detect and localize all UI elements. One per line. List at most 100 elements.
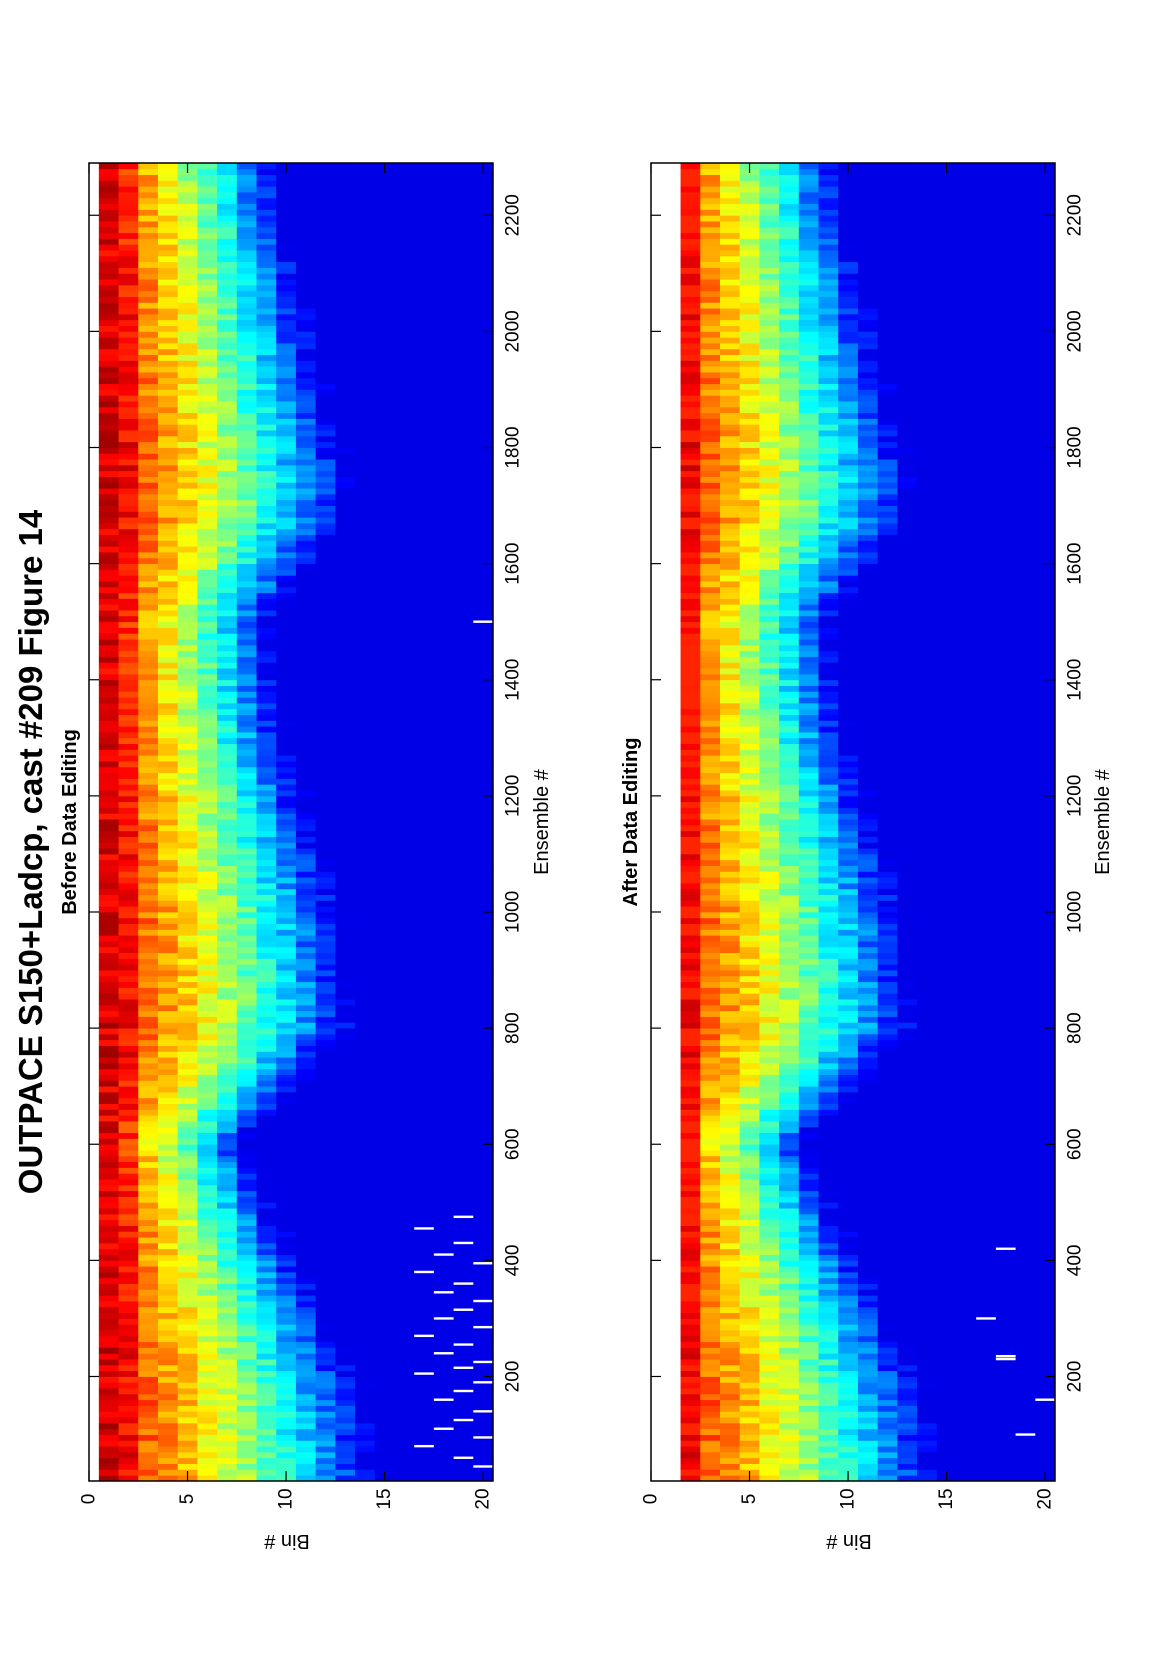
heatmap-cell (473, 958, 493, 965)
heatmap-cell (177, 586, 198, 594)
heatmap-cell (98, 540, 119, 547)
heatmap-cell (315, 755, 336, 762)
heatmap-cell (315, 1469, 336, 1476)
heatmap-cell (98, 650, 119, 657)
heatmap-cell (217, 563, 238, 570)
heatmap-cell (453, 656, 474, 663)
heatmap-cell (433, 1022, 454, 1029)
heatmap-cell (453, 1144, 474, 1151)
heatmap-cell (335, 1335, 356, 1343)
heatmap-cell (976, 1457, 997, 1464)
heatmap-cell (374, 401, 395, 408)
missing-data-mark (473, 1325, 493, 1329)
heatmap-cell (295, 203, 317, 210)
heatmap-cell (453, 1179, 474, 1186)
heatmap-cell (236, 732, 257, 739)
heatmap-cell (138, 1225, 159, 1232)
heatmap-cell (335, 917, 356, 925)
heatmap-cell (453, 401, 474, 408)
heatmap-cell (453, 743, 474, 750)
heatmap-cell (276, 981, 297, 988)
heatmap-cell (779, 1469, 800, 1476)
heatmap-cell (118, 714, 139, 721)
heatmap-cell (917, 1388, 938, 1395)
heatmap-cell (414, 1242, 435, 1250)
heatmap-cell (138, 1045, 159, 1052)
heatmap-cell (473, 801, 493, 808)
heatmap-cell (118, 801, 139, 808)
heatmap-cell (394, 557, 415, 565)
heatmap-cell (680, 1446, 701, 1453)
heatmap-cell (138, 1132, 159, 1139)
heatmap-cell (197, 459, 218, 466)
heatmap-cell (473, 424, 493, 431)
heatmap-cell (335, 470, 356, 477)
heatmap-cell (335, 435, 356, 443)
heatmap-cell (295, 1190, 317, 1197)
heatmap-cell (374, 395, 395, 402)
heatmap-cell (453, 348, 474, 356)
heatmap-cell (453, 1004, 474, 1012)
heatmap-cell (355, 1144, 376, 1151)
heatmap-cell (236, 1237, 257, 1244)
heatmap-cell (315, 1184, 336, 1192)
heatmap-cell (217, 1353, 238, 1360)
heatmap-cell (433, 221, 454, 228)
heatmap-cell (197, 1440, 218, 1447)
heatmap-cell (453, 1411, 474, 1418)
heatmap-cell (798, 1475, 819, 1481)
heatmap-cell (236, 1242, 257, 1250)
heatmap-cell (355, 296, 376, 303)
heatmap-cell (295, 761, 317, 768)
heatmap-cell (414, 615, 435, 623)
heatmap-cell (453, 1382, 474, 1389)
heatmap-cell (197, 1312, 218, 1319)
heatmap-cell (394, 342, 415, 350)
heatmap-cell (236, 464, 257, 472)
heatmap-cell (394, 1184, 415, 1192)
heatmap-cell (256, 917, 277, 925)
heatmap-cell (433, 163, 454, 170)
heatmap-cell (719, 1399, 741, 1406)
heatmap-cell (414, 418, 435, 425)
heatmap-cell (355, 679, 376, 686)
heatmap-cell (98, 1405, 119, 1412)
heatmap-cell (197, 842, 218, 849)
heatmap-cell (295, 1022, 317, 1029)
heatmap-cell (433, 970, 454, 977)
heatmap-cell (256, 679, 277, 686)
heatmap-cell (256, 441, 277, 448)
heatmap-cell (315, 784, 336, 791)
heatmap-cell (335, 511, 356, 518)
heatmap-cell (118, 197, 139, 205)
heatmap-cell (217, 1411, 238, 1418)
heatmap-cell (355, 1225, 376, 1232)
heatmap-cell (473, 1115, 493, 1122)
heatmap-cell (217, 778, 238, 785)
heatmap-cell (414, 912, 435, 919)
heatmap-cell (295, 650, 317, 657)
heatmap-cell (118, 1074, 139, 1081)
heatmap-cell (295, 970, 317, 977)
heatmap-cell (177, 238, 198, 245)
heatmap-cell (177, 360, 198, 367)
heatmap-cell (473, 1150, 493, 1157)
heatmap-cell (157, 859, 179, 866)
heatmap-cell (157, 888, 179, 895)
heatmap-cell (739, 1411, 760, 1418)
heatmap-cell (355, 348, 376, 356)
heatmap-cell (414, 1277, 435, 1284)
heatmap-cell (256, 581, 277, 588)
heatmap-cell (295, 853, 317, 861)
heatmap-cell (276, 186, 297, 193)
heatmap-cell (315, 581, 336, 588)
heatmap-cell (433, 842, 454, 849)
heatmap-cell (157, 412, 179, 419)
heatmap-cell (98, 592, 119, 599)
heatmap-cell (473, 557, 493, 565)
heatmap-cell (138, 702, 159, 710)
heatmap-cell (394, 505, 415, 512)
heatmap-cell (118, 238, 139, 245)
heatmap-cell (236, 1126, 257, 1134)
heatmap-cell (98, 644, 119, 652)
